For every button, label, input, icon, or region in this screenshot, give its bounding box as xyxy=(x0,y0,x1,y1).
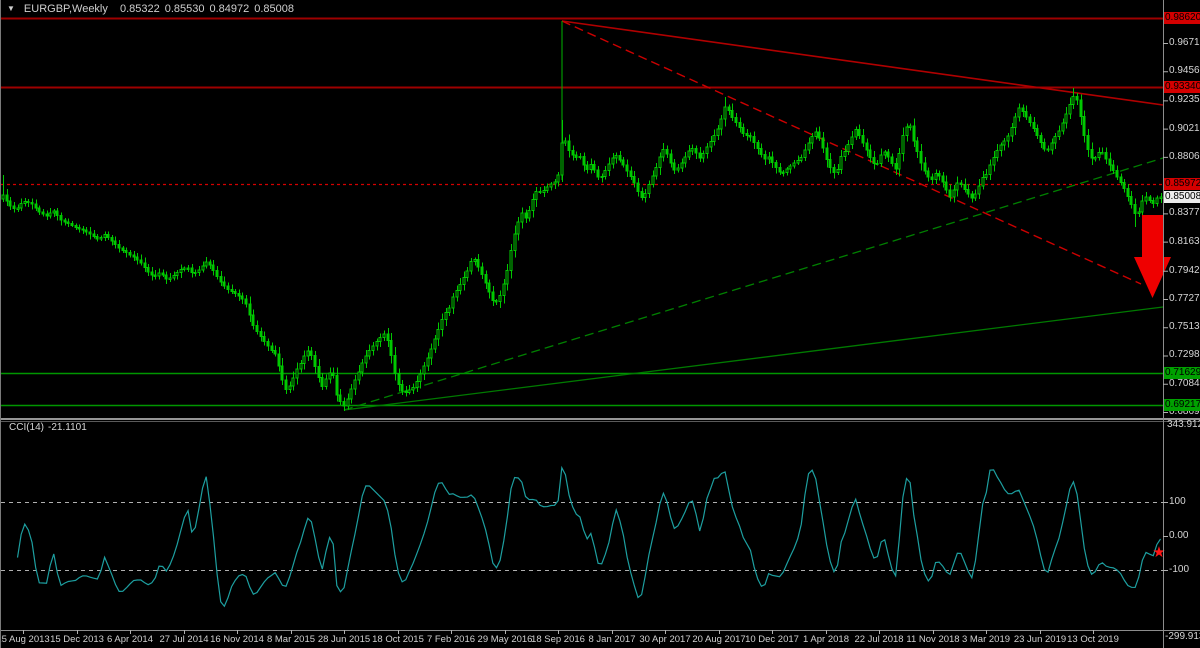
symbol-dropdown-icon: ▼ xyxy=(7,4,15,13)
price-tick-0.94565: 0.94565 xyxy=(1169,65,1200,76)
time-tick-16-Nov-2014: 16 Nov 2014 xyxy=(210,634,264,645)
time-tick-13-Oct-2019: 13 Oct 2019 xyxy=(1067,634,1119,645)
time-tick-10-Dec-2017: 10 Dec 2017 xyxy=(745,634,799,645)
red-descending-trendline-dashed[interactable] xyxy=(561,20,1142,285)
price-tick-0.83775: 0.83775 xyxy=(1169,207,1200,218)
time-tick-20-Aug-2017: 20 Aug 2017 xyxy=(692,634,746,645)
cci-tick-0.00: 0.00 xyxy=(1169,530,1189,541)
time-tick-27-Jul-2014: 27 Jul 2014 xyxy=(159,634,209,645)
time-tick-6-Apr-2014: 6 Apr 2014 xyxy=(107,634,153,645)
time-tick-7-Feb-2016: 7 Feb 2016 xyxy=(426,634,476,645)
indicator-value: -21.1101 xyxy=(48,422,87,433)
indicator-title: CCI(14) -21.1101 xyxy=(9,422,87,433)
time-tick-3-Mar-2019: 3 Mar 2019 xyxy=(961,634,1011,645)
symbol-period-label: EURGBP,Weekly xyxy=(23,3,108,15)
cci-max-label: 343.9122 xyxy=(1167,419,1200,430)
ohlc-close: 0.85008 xyxy=(254,3,295,15)
cci-tick-100: 100 xyxy=(1169,496,1186,507)
price-tick-0.77275: 0.77275 xyxy=(1169,293,1200,304)
cci-line xyxy=(16,465,1162,608)
time-tick-11-Nov-2018: 11 Nov 2018 xyxy=(906,634,960,645)
time-tick-29-May-2016: 29 May 2016 xyxy=(477,634,533,645)
red-down-arrow[interactable] xyxy=(1134,215,1171,298)
price-level-badge-0.69217: 0.69217 xyxy=(1164,399,1200,411)
time-tick-8-Mar-2015: 8 Mar 2015 xyxy=(266,634,316,645)
time-tick-30-Apr-2017: 30 Apr 2017 xyxy=(639,634,691,645)
price-tick-0.72985: 0.72985 xyxy=(1169,349,1200,360)
candlestick-series xyxy=(1,88,1163,411)
cci-tick--100: -100 xyxy=(1169,564,1190,575)
time-tick-23-Jun-2019: 23 Jun 2019 xyxy=(1013,634,1067,645)
chart-title: ▼ EURGBP,Weekly 0.85322 0.85530 0.84972 0.85… xyxy=(7,3,294,15)
price-level-badge-0.93340: 0.93340 xyxy=(1164,81,1200,93)
time-tick-1-Apr-2018: 1 Apr 2018 xyxy=(803,634,849,645)
ohlc-high: 0.85530 xyxy=(164,3,205,15)
ohlc-low: 0.84972 xyxy=(209,3,250,15)
green-ascending-trendline-dashed[interactable] xyxy=(343,157,1164,411)
time-tick-25-Aug-2013: 25 Aug 2013 xyxy=(0,634,50,645)
price-tick-0.92355: 0.92355 xyxy=(1169,94,1200,105)
time-tick-15-Dec-2013: 15 Dec 2013 xyxy=(50,634,104,645)
indicator-name: CCI(14) xyxy=(9,422,45,433)
cci-min-label: -299.9139 xyxy=(1165,631,1200,642)
current-price-badge: 0.85008 xyxy=(1164,191,1200,203)
time-tick-18-Sep-2016: 18 Sep 2016 xyxy=(531,634,585,645)
price-tick-0.68695: 0.68695 xyxy=(1169,406,1200,417)
price-level-badge-0.85972: 0.85972 xyxy=(1164,178,1200,190)
time-tick-8-Jan-2017: 8 Jan 2017 xyxy=(588,634,636,645)
red-star-marker[interactable]: ★ xyxy=(1152,543,1165,561)
time-tick-22-Jul-2018: 22 Jul 2018 xyxy=(854,634,904,645)
red-descending-trendline-solid[interactable] xyxy=(561,20,1164,106)
price-level-badge-0.71629: 0.71629 xyxy=(1164,367,1200,379)
time-tick-18-Oct-2015: 18 Oct 2015 xyxy=(372,634,424,645)
time-tick-28-Jun-2015: 28 Jun 2015 xyxy=(317,634,371,645)
ohlc-open: 0.85322 xyxy=(119,3,160,15)
price-tick-0.88065: 0.88065 xyxy=(1169,151,1200,162)
price-level-badge-0.98620: 0.98620 xyxy=(1164,12,1200,24)
green-ascending-trendline-solid[interactable] xyxy=(343,306,1164,411)
